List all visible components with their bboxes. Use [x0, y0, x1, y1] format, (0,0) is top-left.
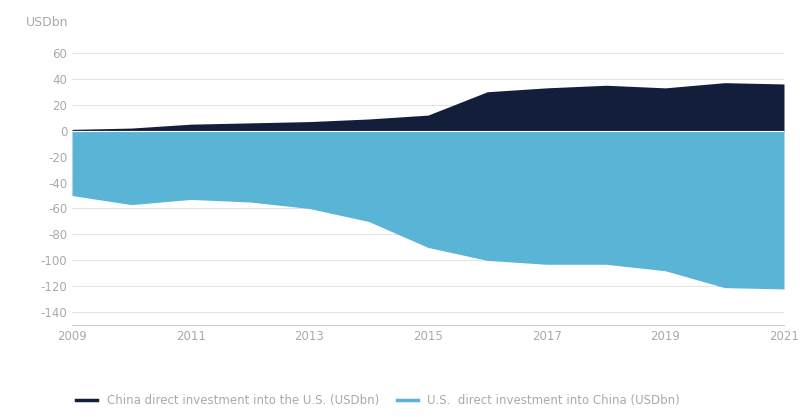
Legend: China direct investment into the U.S. (USDbn), U.S.  direct investment into Chin: China direct investment into the U.S. (U…: [76, 394, 680, 407]
Text: USDbn: USDbn: [26, 16, 68, 29]
